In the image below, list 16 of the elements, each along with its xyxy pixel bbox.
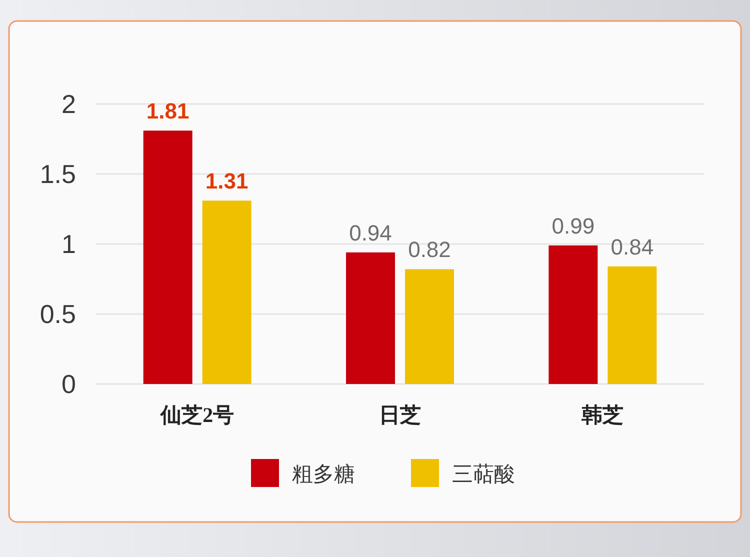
y-tick-label: 1.5 [40, 159, 76, 189]
y-tick-label: 0.5 [40, 299, 76, 329]
data-label: 1.81 [146, 98, 190, 124]
y-tick-label: 2 [62, 89, 76, 119]
x-tick-label: 仙芝2号 [160, 403, 234, 427]
y-tick-label: 1 [62, 229, 76, 259]
x-tick-label: 日芝 [379, 403, 421, 427]
data-label: 0.94 [349, 220, 392, 246]
data-label: 0.99 [552, 213, 595, 238]
data-label: 1.31 [205, 168, 248, 194]
y-tick-label: 0 [62, 369, 76, 399]
data-label: 0.84 [610, 234, 654, 260]
legend-label: 三萜酸 [452, 463, 515, 486]
x-tick-label: 韩芝 [580, 403, 624, 427]
legend-label: 粗多糖 [292, 463, 355, 486]
data-label: 0.82 [408, 237, 451, 262]
